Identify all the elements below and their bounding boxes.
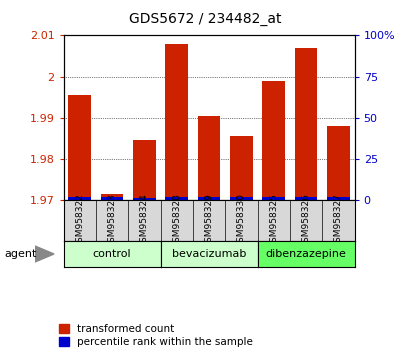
Text: bevacizumab: bevacizumab — [171, 249, 246, 259]
Bar — [101, 194, 123, 200]
Bar — [229, 136, 252, 200]
Text: GSM958326: GSM958326 — [301, 193, 310, 248]
Bar — [165, 44, 188, 200]
Text: dibenzazepine: dibenzazepine — [265, 249, 346, 259]
Bar — [294, 197, 317, 200]
Bar — [229, 197, 252, 200]
Text: GSM958324: GSM958324 — [139, 193, 148, 248]
Bar — [68, 197, 91, 200]
Bar — [133, 140, 155, 200]
Legend: transformed count, percentile rank within the sample: transformed count, percentile rank withi… — [58, 324, 252, 347]
Text: GSM958325: GSM958325 — [269, 193, 278, 248]
Bar — [197, 197, 220, 200]
Bar — [326, 197, 349, 200]
Bar — [101, 197, 123, 200]
Text: agent: agent — [4, 249, 36, 259]
Bar — [262, 197, 284, 200]
Bar — [197, 116, 220, 200]
Bar — [262, 81, 284, 200]
Text: GSM958323: GSM958323 — [107, 193, 116, 248]
Polygon shape — [35, 246, 54, 262]
Text: GSM958327: GSM958327 — [333, 193, 342, 248]
Text: GSM958329: GSM958329 — [204, 193, 213, 248]
Text: GSM958330: GSM958330 — [236, 193, 245, 248]
Bar — [68, 95, 91, 200]
Text: control: control — [92, 249, 131, 259]
Text: GSM958322: GSM958322 — [75, 193, 84, 248]
Text: GDS5672 / 234482_at: GDS5672 / 234482_at — [128, 12, 281, 27]
Bar — [133, 198, 155, 200]
Bar — [294, 48, 317, 200]
Bar — [165, 197, 188, 200]
Text: GSM958328: GSM958328 — [172, 193, 181, 248]
Bar — [326, 126, 349, 200]
